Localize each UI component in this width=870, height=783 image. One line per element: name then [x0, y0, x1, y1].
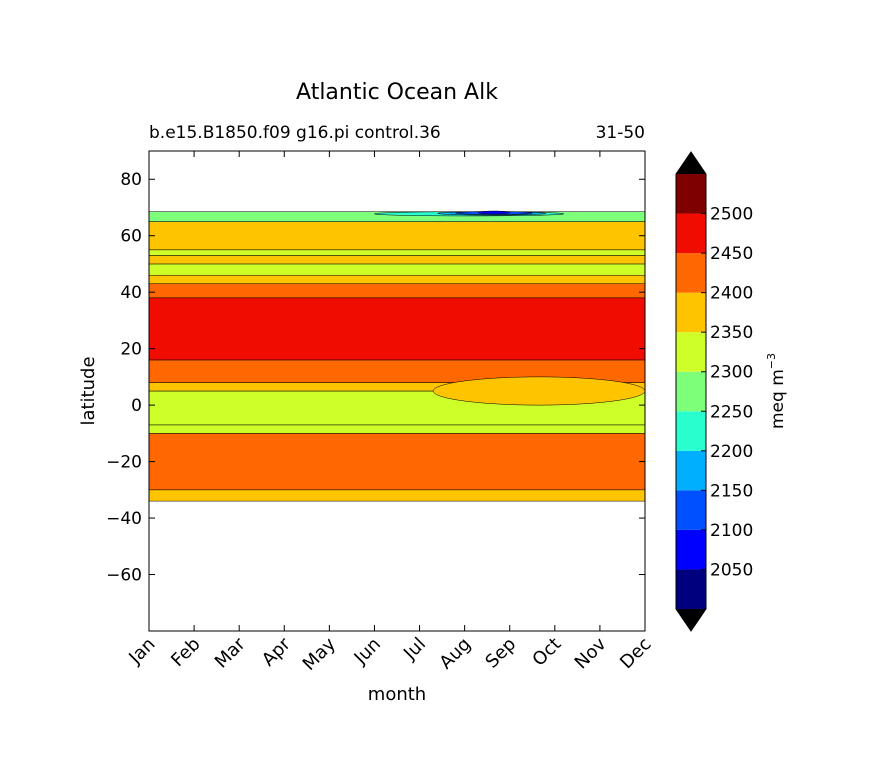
colorbar-tick-label: 2250: [710, 402, 753, 422]
chart-subtitle-left: b.e15.B1850.f09 g16.pi control.36: [149, 123, 441, 143]
contour-band: [148, 489, 646, 502]
colorbar-outline: [675, 151, 707, 632]
y-tick-label: 80: [120, 170, 142, 190]
contour-band: [148, 274, 646, 284]
contour-band: [148, 424, 646, 434]
y-tick-label: 0: [131, 396, 142, 416]
x-tick-label: Jul: [399, 634, 430, 665]
colorbar-label-base: meq m: [768, 369, 788, 429]
contour-band: [148, 255, 646, 265]
colorbar-tick-label: 2150: [710, 481, 753, 501]
colorbar-segment: [676, 332, 706, 372]
chart-title: Atlantic Ocean Alk: [296, 80, 498, 105]
x-tick-label: Oct: [528, 634, 565, 671]
x-tick-label: Dec: [616, 634, 655, 673]
contour-band: [148, 221, 646, 251]
contour-band: [148, 297, 646, 361]
colorbar-segment: [676, 411, 706, 451]
y-tick-label: −40: [106, 509, 142, 529]
colorbar-segment: [676, 174, 706, 214]
colorbar-segment: [676, 371, 706, 412]
colorbar-segment: [676, 529, 706, 570]
colorbar-segment: [676, 450, 706, 491]
contour-band: [148, 283, 646, 299]
colorbar-tick-label: 2450: [710, 244, 753, 264]
colorbar-segment: [676, 490, 706, 530]
y-tick-label: 40: [120, 283, 142, 303]
y-axis: 80 60 40 20 0 −20 −40 −60: [106, 170, 645, 586]
y-tick-label: 60: [120, 227, 142, 247]
x-tick-label: Mar: [211, 633, 250, 672]
colorbar-segment: [676, 253, 706, 293]
contour-features: [374, 210, 646, 406]
x-tick-label: Apr: [258, 633, 295, 670]
colorbar-label-exponent: −3: [765, 353, 778, 369]
x-axis-label: month: [368, 684, 426, 705]
x-tick-label: Nov: [571, 633, 611, 673]
x-tick-label: Sep: [481, 634, 520, 673]
y-tick-label: −60: [106, 566, 142, 586]
colorbar-extend-max: [676, 152, 706, 174]
contour-band: [148, 249, 646, 256]
colorbar-segment: [676, 292, 706, 333]
colorbar: 2050 2100 2150 2200 2250 2300 2350 2400 2450 2500: [675, 151, 753, 632]
y-tick-label: −20: [106, 453, 142, 473]
colorbar-segment: [676, 569, 706, 609]
contour-feature: [477, 210, 510, 215]
colorbar-label: meq m−3: [765, 353, 788, 429]
plot-area: [148, 150, 646, 632]
y-tick-label: 20: [120, 340, 142, 360]
colorbar-tick-label: 2350: [710, 323, 753, 343]
contour-band: [148, 263, 646, 276]
colorbar-tick-label: 2200: [710, 442, 753, 462]
contour-band: [148, 433, 646, 491]
contour-bands: [148, 211, 646, 502]
colorbar-tick-label: 2050: [710, 560, 753, 580]
x-tick-label: Feb: [167, 634, 204, 671]
chart-subtitle-right: 31-50: [596, 123, 645, 143]
x-tick-label: May: [299, 633, 340, 674]
colorbar-tick-label: 2500: [710, 205, 753, 225]
x-tick-label: Jan: [124, 634, 159, 669]
colorbar-segment: [676, 213, 706, 254]
y-axis-label: latitude: [78, 356, 99, 425]
x-tick-label: Aug: [435, 634, 475, 674]
plot-frame: [148, 150, 646, 632]
contour-feature: [432, 376, 646, 406]
colorbar-tick-label: 2300: [710, 363, 753, 383]
colorbar-tick-label: 2400: [710, 284, 753, 304]
x-tick-label: Jun: [350, 634, 385, 669]
colorbar-extend-min: [676, 609, 706, 631]
colorbar-tick-label: 2100: [710, 521, 753, 541]
